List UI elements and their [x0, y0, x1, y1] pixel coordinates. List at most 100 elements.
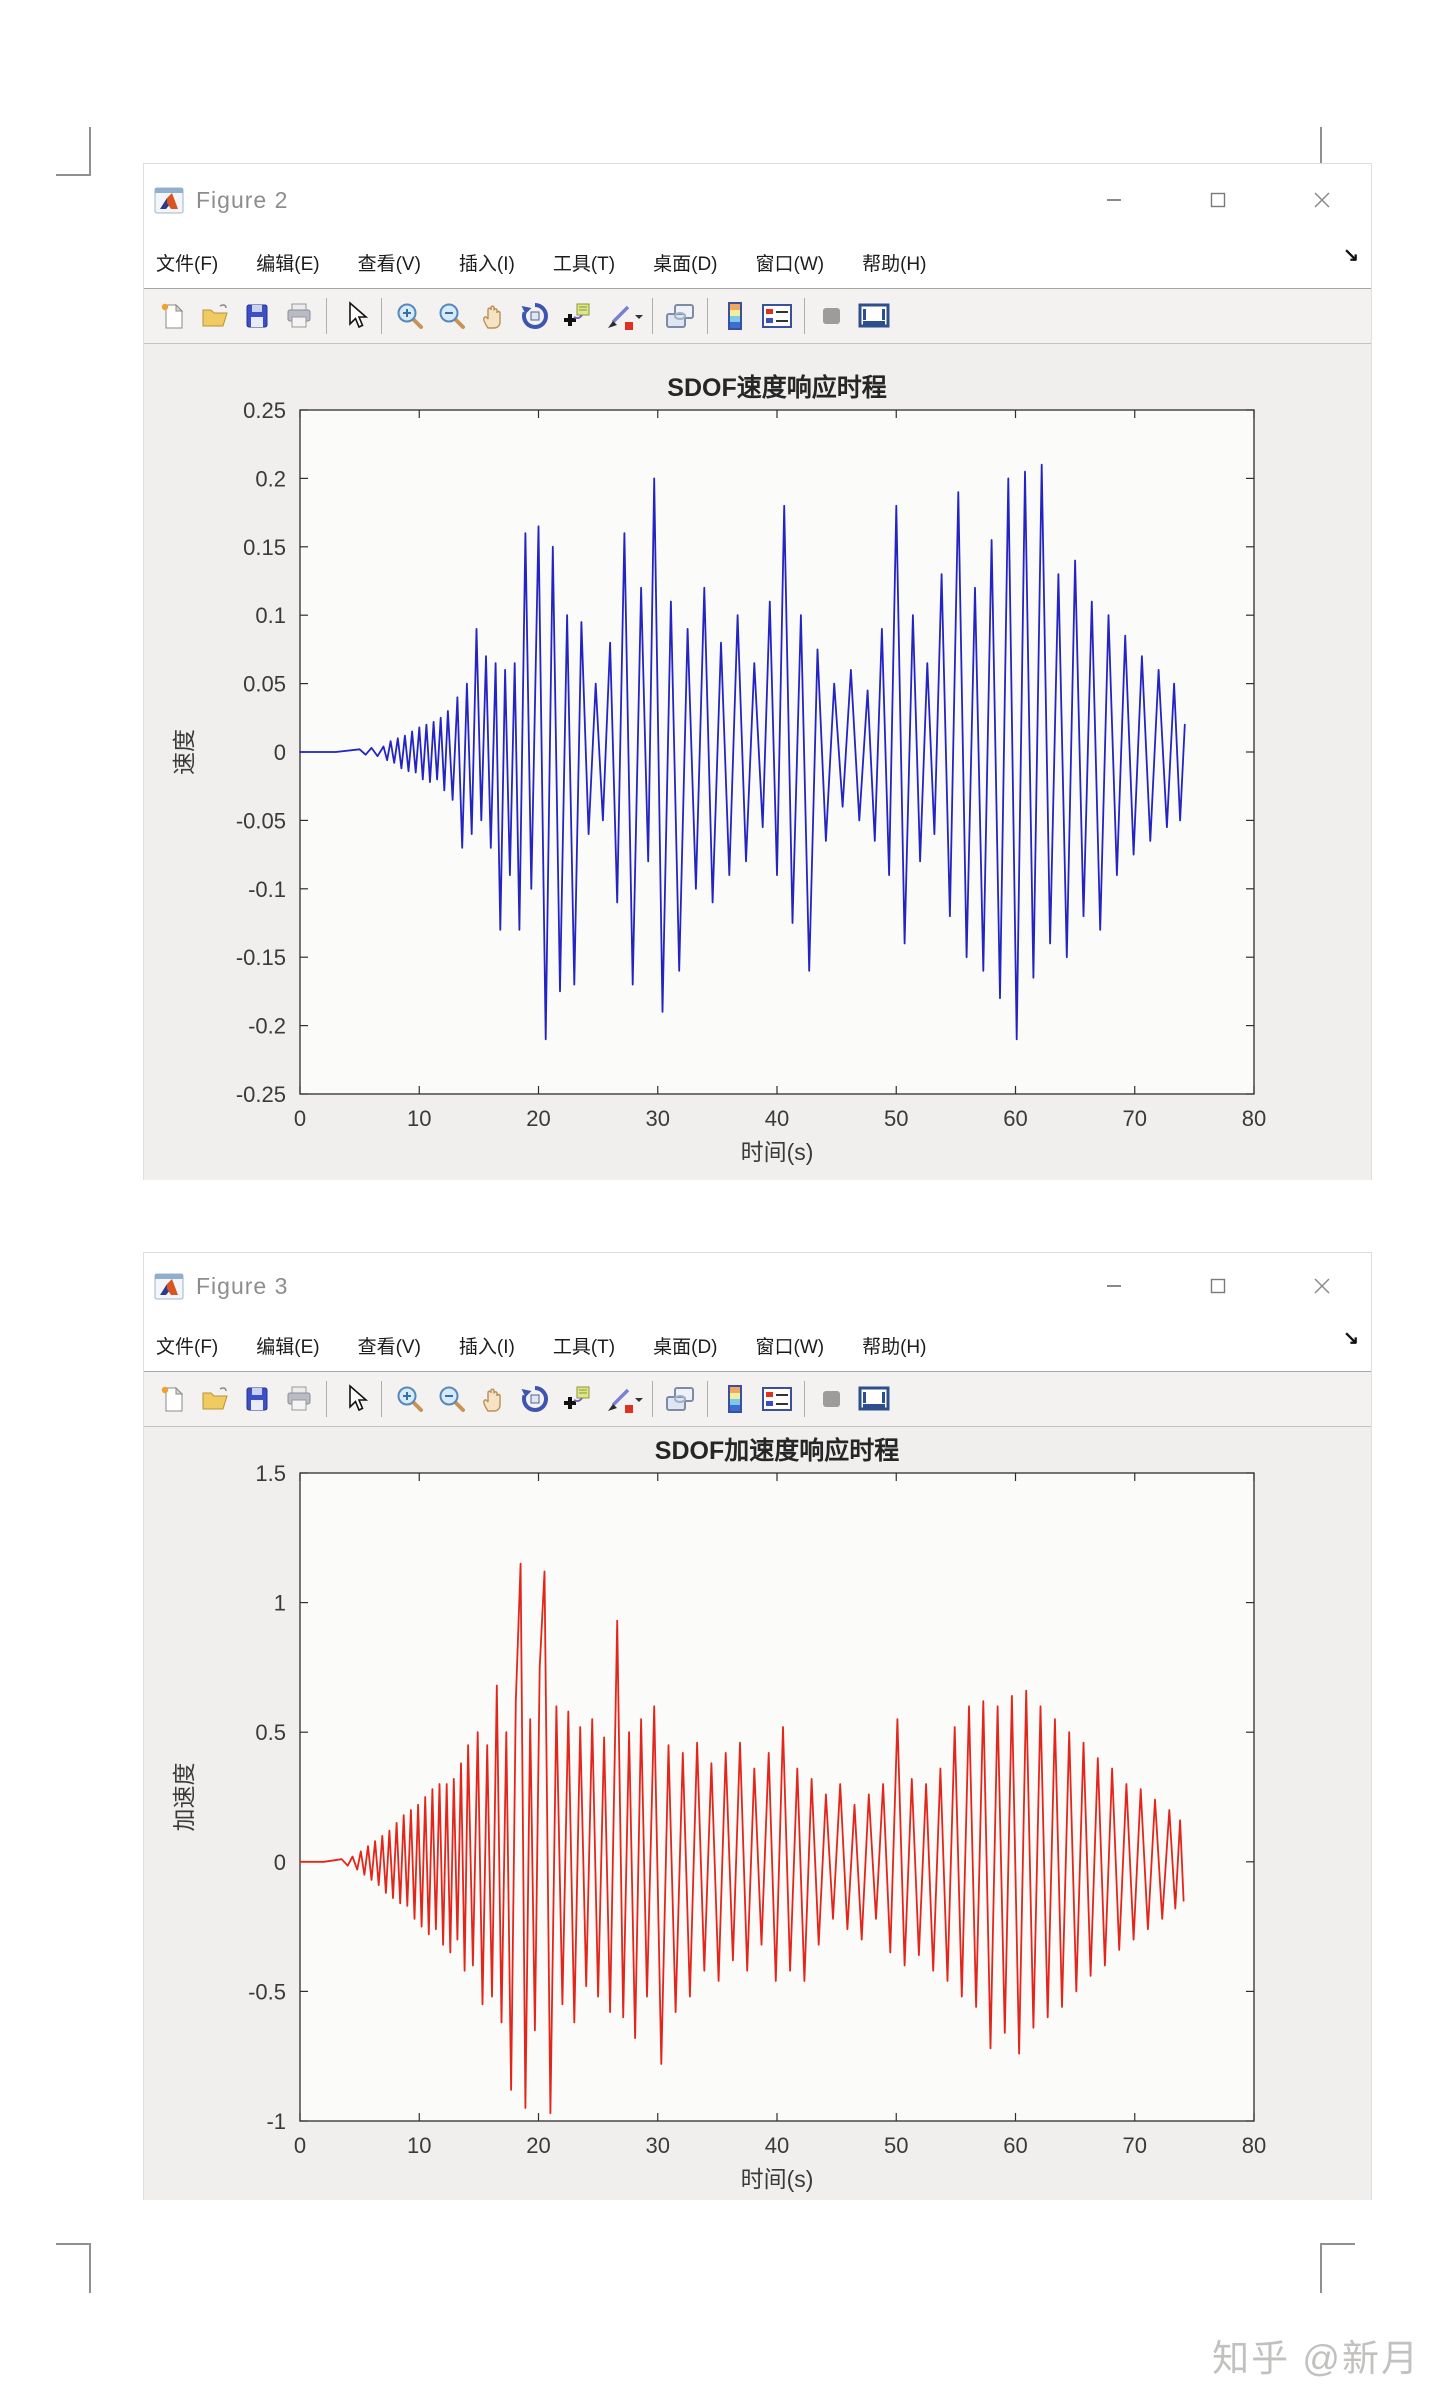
svg-text:20: 20 — [526, 1106, 550, 1131]
minimize-button[interactable] — [1095, 181, 1133, 219]
velocity-chart-axes[interactable]: 0 10 20 30 40 50 60 70 80 0.25 0.2 0.15 0.1 0.05 0 -0.0… — [171, 373, 1266, 1165]
brush-icon[interactable] — [598, 295, 640, 337]
svg-text:0: 0 — [294, 1106, 306, 1131]
rotate-3d-icon[interactable] — [514, 295, 556, 337]
acceleration-chart-axes[interactable]: 0 10 20 30 40 50 60 70 80 1.5 1 0.5 0 -0.5 -1 SDOF加速度响应… — [171, 1436, 1266, 2192]
svg-text:0: 0 — [274, 740, 286, 765]
open-folder-icon[interactable] — [194, 1378, 236, 1420]
save-icon[interactable] — [236, 295, 278, 337]
page-margin-mark-top-left — [56, 127, 91, 176]
toolbar-separator — [707, 1381, 708, 1417]
title-bar: Figure 2 — [144, 164, 1371, 236]
svg-text:50: 50 — [884, 1106, 908, 1131]
svg-text:80: 80 — [1242, 2133, 1266, 2158]
menu-item[interactable]: 文件(F) — [156, 253, 219, 275]
svg-text:-0.25: -0.25 — [236, 1082, 286, 1107]
print-icon[interactable] — [278, 295, 320, 337]
menu-bar: 文件(F) 编辑(E) 查看(V) 插入(I) 工具(T) 桌面(D) 窗口(W) 帮助(H)… — [144, 1319, 1371, 1371]
svg-text:0: 0 — [274, 1850, 286, 1875]
svg-text:时间(s): 时间(s) — [741, 1139, 814, 1165]
menu-item[interactable]: 窗口(W) — [755, 253, 825, 275]
dock-figure-icon[interactable] — [853, 1378, 895, 1420]
matlab-icon — [154, 187, 184, 214]
maximize-button[interactable] — [1199, 181, 1237, 219]
svg-text:1: 1 — [274, 1591, 286, 1616]
colorbar-icon[interactable] — [714, 1378, 756, 1420]
close-button[interactable] — [1303, 181, 1341, 219]
rotate-3d-icon[interactable] — [514, 1378, 556, 1420]
toolbar-separator — [326, 298, 327, 334]
menu-item[interactable]: 工具(T) — [552, 253, 616, 275]
menu-overflow-icon[interactable]: ↘ — [1343, 245, 1359, 266]
svg-text:0.25: 0.25 — [243, 398, 286, 423]
menu-item[interactable]: 帮助(H) — [862, 1336, 927, 1358]
window-title: Figure 3 — [196, 1272, 289, 1299]
menu-item[interactable]: 插入(I) — [458, 1336, 515, 1358]
watermark: 知乎 @新月 — [1212, 2338, 1420, 2379]
menu-item[interactable]: 编辑(E) — [256, 1336, 320, 1358]
cursor-arrow-icon[interactable] — [333, 295, 375, 337]
new-file-icon[interactable] — [152, 1378, 194, 1420]
new-file-icon[interactable] — [152, 295, 194, 337]
menu-item[interactable]: 查看(V) — [357, 253, 421, 275]
data-cursor-icon[interactable] — [556, 295, 598, 337]
window-title: Figure 2 — [196, 186, 289, 213]
toolbar-separator — [326, 1381, 327, 1417]
insert-legend-icon[interactable] — [756, 1378, 798, 1420]
brush-dropdown-icon[interactable] — [632, 295, 646, 337]
colorbar-icon[interactable] — [714, 295, 756, 337]
svg-text:20: 20 — [526, 2133, 550, 2158]
data-cursor-icon[interactable] — [556, 1378, 598, 1420]
menu-item[interactable]: 工具(T) — [552, 1336, 616, 1358]
svg-text:-0.5: -0.5 — [248, 1979, 286, 2004]
brush-icon[interactable] — [598, 1378, 640, 1420]
menu-item[interactable]: 帮助(H) — [862, 253, 927, 275]
save-icon[interactable] — [236, 1378, 278, 1420]
svg-text:40: 40 — [765, 2133, 789, 2158]
svg-text:-1: -1 — [266, 2109, 286, 2134]
menu-item[interactable]: 编辑(E) — [256, 253, 320, 275]
menu-overflow-icon[interactable]: ↘ — [1343, 1328, 1359, 1349]
menu-item[interactable]: 文件(F) — [156, 1336, 219, 1358]
menu-item[interactable]: 插入(I) — [458, 253, 515, 275]
matlab-icon — [154, 1273, 184, 1300]
zoom-out-icon[interactable] — [430, 1378, 472, 1420]
zoom-in-icon[interactable] — [388, 1378, 430, 1420]
page-margin-mark-bottom-right — [1320, 2243, 1355, 2293]
insert-legend-icon[interactable] — [756, 295, 798, 337]
maximize-button[interactable] — [1199, 1267, 1237, 1305]
link-plots-icon[interactable] — [659, 1378, 701, 1420]
menu-item[interactable]: 窗口(W) — [755, 1336, 825, 1358]
close-button[interactable] — [1303, 1267, 1341, 1305]
pan-hand-icon[interactable] — [472, 295, 514, 337]
link-plots-icon[interactable] — [659, 295, 701, 337]
menu-item[interactable]: 桌面(D) — [653, 253, 718, 275]
cursor-arrow-icon[interactable] — [333, 1378, 375, 1420]
toolbar-separator — [381, 1381, 382, 1417]
svg-text:-0.1: -0.1 — [248, 877, 286, 902]
dock-small-icon[interactable] — [811, 295, 853, 337]
dock-figure-icon[interactable] — [853, 295, 895, 337]
pan-hand-icon[interactable] — [472, 1378, 514, 1420]
svg-text:0.15: 0.15 — [243, 535, 286, 560]
toolbar-separator — [652, 298, 653, 334]
svg-text:70: 70 — [1123, 2133, 1147, 2158]
svg-text:-0.05: -0.05 — [236, 808, 286, 833]
brush-dropdown-icon[interactable] — [632, 1378, 646, 1420]
figure-window-2: Figure 2 文件(F) 编辑(E) 查看(V) 插入(I) 工具(T) 桌面(D) 窗… — [143, 163, 1372, 1180]
zoom-in-icon[interactable] — [388, 295, 430, 337]
figure-toolbar — [144, 1371, 1371, 1427]
minimize-button[interactable] — [1095, 1267, 1133, 1305]
svg-text:30: 30 — [646, 2133, 670, 2158]
dock-small-icon[interactable] — [811, 1378, 853, 1420]
figure-canvas: 0 10 20 30 40 50 60 70 80 0.25 0.2 0.15 0.1 0.05 0 -0.0… — [144, 344, 1371, 1180]
menu-item[interactable]: 桌面(D) — [653, 1336, 718, 1358]
menu-bar: 文件(F) 编辑(E) 查看(V) 插入(I) 工具(T) 桌面(D) 窗口(W) 帮助(H)… — [144, 236, 1371, 288]
toolbar-separator — [652, 1381, 653, 1417]
open-folder-icon[interactable] — [194, 295, 236, 337]
menu-item[interactable]: 查看(V) — [357, 1336, 421, 1358]
print-icon[interactable] — [278, 1378, 320, 1420]
svg-text:60: 60 — [1003, 1106, 1027, 1131]
svg-text:30: 30 — [646, 1106, 670, 1131]
zoom-out-icon[interactable] — [430, 295, 472, 337]
